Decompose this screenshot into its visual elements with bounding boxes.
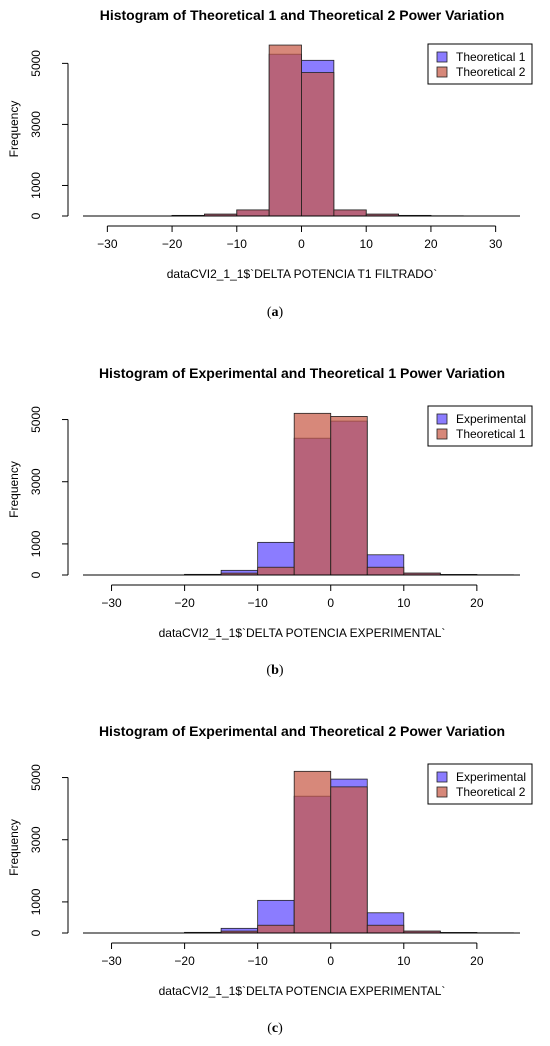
caption-letter-a: a [271,305,279,320]
x-tick-label: 20 [470,954,484,968]
x-tick-label: −20 [162,237,183,251]
histogram-bar [366,566,405,576]
y-tick-label: 1000 [29,530,43,557]
y-tick-label: 3000 [29,468,43,495]
y-tick-label: 1000 [29,172,43,199]
y-tick-label: 3000 [29,111,43,138]
caption-letter-c: c [271,1021,279,1036]
x-tick-label: 0 [327,954,334,968]
x-axis-label-a: dataCVI2_1_1$`DELTA POTENCIA T1 FILTRADO… [167,267,438,281]
x-axis-label-c: dataCVI2_1_1$`DELTA POTENCIA EXPERIMENTA… [159,984,446,998]
x-tick-label: −30 [101,596,122,610]
x-tick-label: −30 [97,237,118,251]
histogram-panel-c: Histogram of Experimental and Theoretica… [0,716,550,1046]
y-tick-label: 0 [29,212,43,219]
histogram-bar [366,924,405,934]
histogram-bar [330,416,368,576]
histogram-panel-a: Histogram of Theoretical 1 and Theoretic… [0,0,550,330]
y-axis-label-b: Frequency [7,461,21,518]
x-tick-label: −10 [227,237,248,251]
y-tick-label: 0 [29,929,43,936]
chart-title-c: Histogram of Experimental and Theoretica… [99,723,505,739]
x-tick-label: 20 [470,596,484,610]
x-tick-label: 10 [397,596,411,610]
chart-title-b: Histogram of Experimental and Theoretica… [99,365,505,381]
histogram-bar [257,924,295,934]
legend-entry-1: Experimental [456,412,526,426]
x-axis-label-b: dataCVI2_1_1$`DELTA POTENCIA EXPERIMENTA… [159,626,446,640]
panel-caption-a: (a) [266,305,284,320]
legend-swatch [436,51,448,63]
histogram-panel-b: Histogram of Experimental and Theoretica… [0,358,550,688]
histogram-bar [301,72,335,217]
series-2-bars-a [171,44,464,217]
legend-entry-1: Theoretical 1 [456,50,526,64]
caption-letter-b: b [271,663,279,678]
legend-entry-2: Theoretical 1 [456,427,526,441]
x-tick-label: 10 [397,954,411,968]
x-tick-label: 10 [360,237,374,251]
x-tick-label: −10 [247,954,268,968]
y-tick-label: 5000 [29,50,43,77]
histogram-bar [236,209,270,217]
legend-swatch [436,66,448,78]
legend-entry-2: Theoretical 2 [456,65,526,79]
x-tick-label: 0 [298,237,305,251]
x-tick-label: −20 [174,596,195,610]
histogram-bar [268,44,302,217]
y-tick-label: 0 [29,571,43,578]
y-tick-label: 3000 [29,826,43,853]
histogram-chart-c: Histogram of Experimental and Theoretica… [7,723,533,998]
panel-caption-b: (b) [266,663,284,678]
histogram-chart-a: Histogram of Theoretical 1 and Theoretic… [7,7,533,281]
histogram-bar [257,566,295,576]
histogram-bar [293,770,332,934]
y-tick-label: 1000 [29,888,43,915]
histogram-bar [333,209,367,217]
legend-swatch [436,771,448,783]
y-tick-label: 5000 [29,764,43,791]
histogram-bar [330,786,368,934]
x-tick-label: −20 [174,954,195,968]
y-axis-label-a: Frequency [7,101,21,158]
histogram-chart-b: Histogram of Experimental and Theoretica… [7,365,533,640]
x-tick-label: −10 [247,596,268,610]
x-tick-label: −30 [101,954,122,968]
y-tick-label: 5000 [29,406,43,433]
y-axis-label-c: Frequency [7,819,21,876]
legend-swatch [436,428,448,440]
legend-entry-1: Experimental [456,770,526,784]
series-2-bars-b [184,412,514,576]
panel-caption-c: (c) [267,1021,283,1036]
x-tick-label: 30 [489,237,503,251]
x-tick-label: 0 [327,596,334,610]
legend-swatch [436,786,448,798]
chart-title-a: Histogram of Theoretical 1 and Theoretic… [100,7,505,23]
histogram-bar [293,412,332,576]
x-tick-label: 20 [424,237,438,251]
legend-swatch [436,413,448,425]
legend-entry-2: Theoretical 2 [456,785,526,799]
